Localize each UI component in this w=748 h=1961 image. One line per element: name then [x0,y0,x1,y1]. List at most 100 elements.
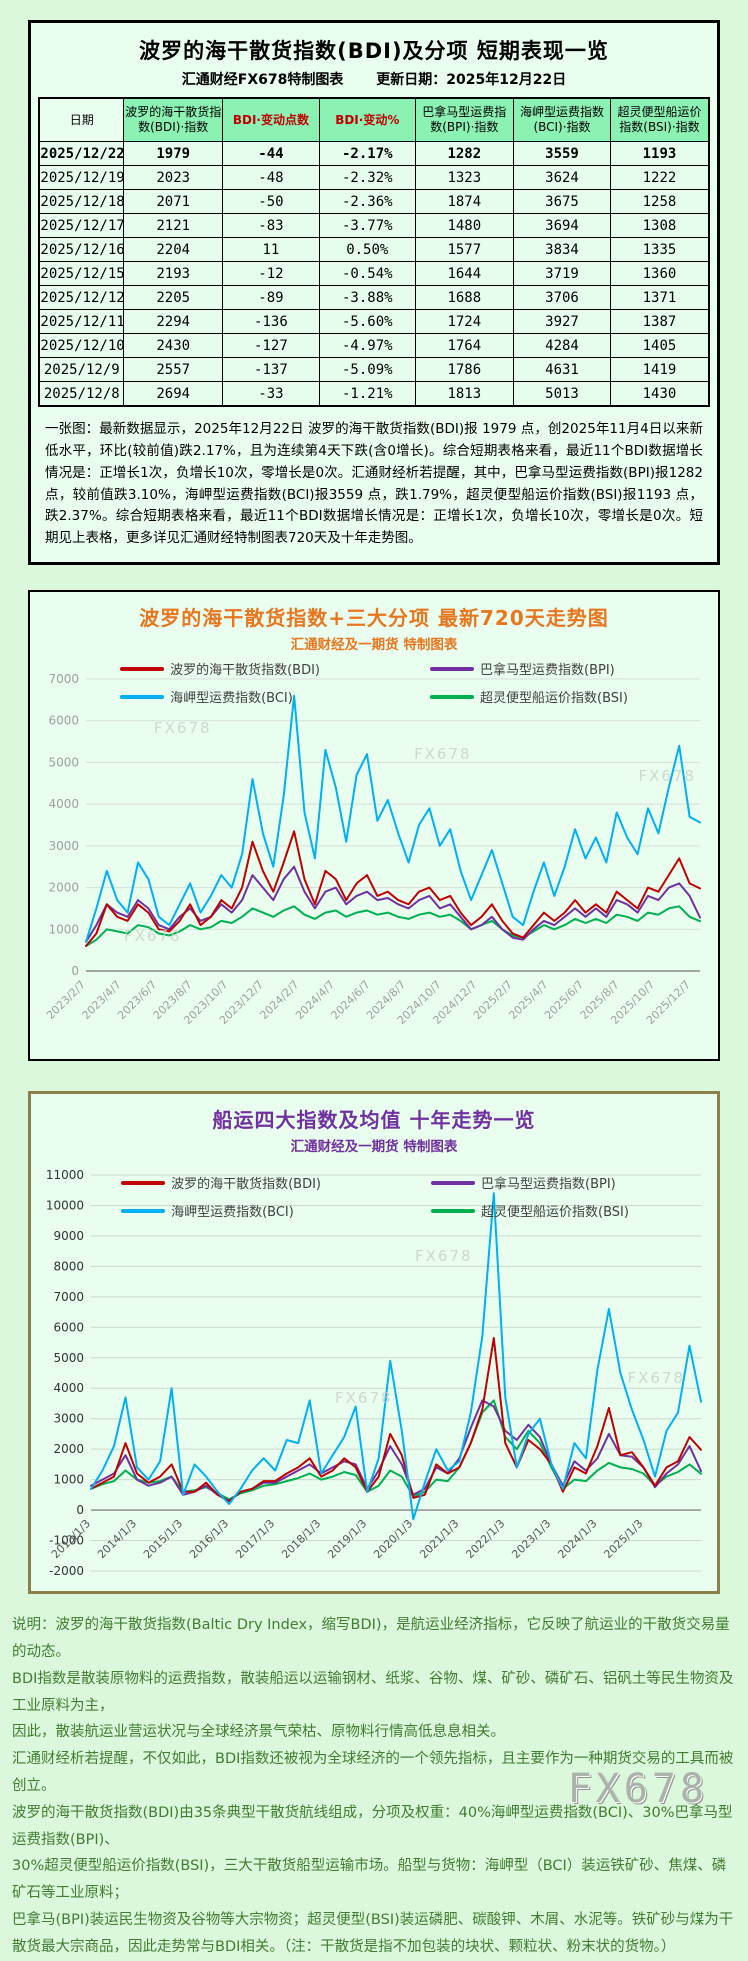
fx678-watermark: FX678 [567,1766,708,1812]
table-row: 2025/12/17 2121 -83 -3.77% 1480 3694 1308 [38,213,710,238]
svg-text:2021/1/3: 2021/1/3 [417,1517,461,1561]
column-header: 巴拿马型运费指数(BPI)·指数 [414,97,514,142]
svg-text:2022/1/3: 2022/1/3 [463,1517,507,1561]
svg-text:3000: 3000 [53,1412,84,1426]
svg-text:2019/1/3: 2019/1/3 [325,1517,369,1561]
table-cell: 2025/12/11 [38,309,125,334]
footer-line: 说明：波罗的海干散货指数(Baltic Dry Index，缩写BDI)，是航运… [12,1617,730,1660]
table-cell: 3706 [512,285,612,310]
footer-line: 30%超灵便型船运价指数(BSI)，三大干散货船型运输市场。船型与货物：海岬型（… [12,1858,727,1902]
table-cell: 1688 [414,285,514,310]
chart-720d-canvas: 010002000300040005000600070002023/2/7202… [44,672,701,1027]
column-header: 海岬型运费指数(BCI)·指数 [512,97,612,142]
table-row: 2025/12/16 2204 11 0.50% 1577 3834 1335 [38,237,710,262]
table-cell: 2694 [123,381,224,407]
svg-text:10000: 10000 [46,1199,84,1213]
table-cell: 1387 [610,309,710,334]
footer-line: BDI指数是散装原物料的运费指数，散装船运以运输钢材、纸浆、谷物、煤、矿砂、磷矿… [12,1670,734,1714]
svg-text:4000: 4000 [53,1381,84,1395]
table-cell: 5013 [512,381,612,407]
table-cell: 1764 [414,333,514,358]
table-cell: 2025/12/8 [38,381,125,407]
table-cell: 2025/12/22 [38,141,125,166]
table-row: 2025/12/9 2557 -137 -5.09% 1786 4631 1419 [38,357,710,382]
table-cell: 1258 [610,189,710,214]
svg-text:3000: 3000 [48,839,79,853]
svg-text:8000: 8000 [53,1260,84,1274]
svg-text:7000: 7000 [48,672,79,686]
table-cell: -5.09% [318,357,416,382]
svg-text:2020/1/3: 2020/1/3 [371,1517,415,1561]
svg-text:0: 0 [71,964,79,978]
table-cell: 1577 [414,237,514,262]
table-cell: 1335 [610,237,710,262]
table-cell: 3675 [512,189,612,214]
table-cell: 1405 [610,333,710,358]
table-cell: 3559 [512,141,612,166]
table-cell: 1874 [414,189,514,214]
svg-text:-1000: -1000 [49,1534,84,1548]
table-cell: 1419 [610,357,710,382]
table-cell: 4631 [512,357,612,382]
table-cell: -1.21% [318,381,416,407]
table-cell: -48 [222,165,320,190]
table-cell: 1193 [610,141,710,166]
svg-text:2014/1/3: 2014/1/3 [95,1517,139,1561]
table-cell: 2294 [123,309,224,334]
table-cell: -3.77% [318,213,416,238]
chart-720d-title: 波罗的海干散货指数+三大分项 最新720天走势图 [139,606,609,631]
svg-text:2000: 2000 [48,881,79,895]
chart-720d-area: 0 1000 2000 3000 4000 5000 6000 7000 2023/2/7 202… [34,657,714,1057]
table-cell: 2430 [123,333,224,358]
svg-text:6000: 6000 [53,1320,84,1334]
table-cell: 2025/12/19 [38,165,125,190]
table-cell: 1979 [123,141,224,166]
chart-720d-panel: 波罗的海干散货指数+三大分项 最新720天走势图 汇通财经及一期货 特制图表 0… [28,590,720,1062]
svg-text:2000: 2000 [53,1442,84,1456]
summary-note: 一张图：最新数据显示，2025年12月22日 波罗的海干散货指数(BDI)报 1… [45,421,703,547]
table-cell: -12 [222,261,320,286]
footer-line: 汇通财经析若提醒，不仅如此，BDI指数还被视为全球经济的一个领先指标，且主要作为… [12,1751,734,1795]
table-cell: 2025/12/15 [38,261,125,286]
svg-text:5000: 5000 [53,1351,84,1365]
column-header: 日期 [38,97,125,142]
table-cell: 2205 [123,285,224,310]
table-cell: 3694 [512,213,612,238]
chart-10y-subtitle: 汇通财经及一期货 特制图表 [290,1139,458,1156]
table-cell: 1644 [414,261,514,286]
page: { "page": { "watermark": "FX678" }, "col… [0,20,748,1955]
column-header: 超灵便型船运价指数(BSI)·指数 [610,97,710,142]
svg-text:0: 0 [76,1503,84,1517]
table-cell: 2204 [123,237,224,262]
footer-line: 因此，散装航运业营运状况与全球经济景气荣枯、原物料行情高低息息相关。 [12,1724,505,1741]
table-cell: 3927 [512,309,612,334]
svg-text:2015/1/3: 2015/1/3 [141,1517,185,1561]
table-row: 2025/12/11 2294 -136 -5.60% 1724 3927 1387 [38,309,710,334]
table-cell: -137 [222,357,320,382]
table-cell: 2025/12/9 [38,357,125,382]
table-row: 2025/12/10 2430 -127 -4.97% 1764 4284 1405 [38,333,710,358]
table-cell: 1371 [610,285,710,310]
table-cell: -2.36% [318,189,416,214]
table-cell: 1282 [414,141,514,166]
table-cell: -5.60% [318,309,416,334]
table-cell: -83 [222,213,320,238]
svg-text:1000: 1000 [53,1473,84,1487]
table-cell: 0.50% [318,237,416,262]
table-row: 2025/12/18 2071 -50 -2.36% 1874 3675 1258 [38,189,710,214]
table-row: 2025/12/8 2694 -33 -1.21% 1813 5013 1430 [38,381,710,407]
table-cell: 1724 [414,309,514,334]
table-cell: -127 [222,333,320,358]
table-cell: 2025/12/16 [38,237,125,262]
bdi-table-body: 2025/12/22 1979 -44 -2.17% 1282 3559 1193 2025/… [38,141,710,407]
svg-text:-2000: -2000 [49,1564,84,1578]
svg-text:2025/1/3: 2025/1/3 [601,1517,645,1561]
svg-text:2016/1/3: 2016/1/3 [187,1517,231,1561]
chart-10y-panel: 船运四大指数及均值 十年走势一览 汇通财经及一期货 特制图表 -2000 -100… [28,1091,720,1595]
table-cell: -2.32% [318,165,416,190]
svg-text:6000: 6000 [48,714,79,728]
table-cell: 2071 [123,189,224,214]
chart-10y-area: -2000 -1000 0 1000 2000 3000 4000 5000 6000 7000 8… [35,1159,715,1589]
table-row: 2025/12/19 2023 -48 -2.32% 1323 3624 1222 [38,165,710,190]
table-cell: 2025/12/10 [38,333,125,358]
